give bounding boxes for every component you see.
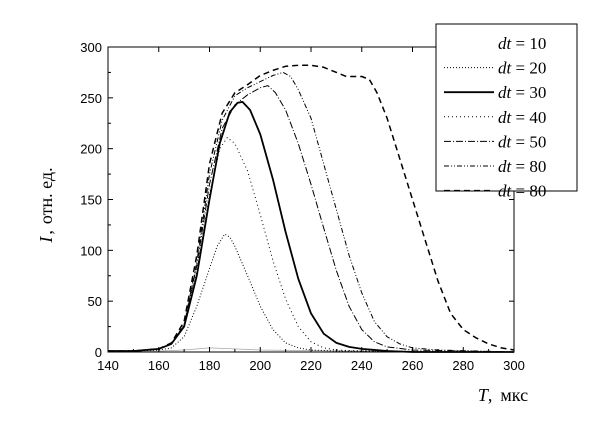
legend-label-3: dt = 30 [498,83,546,102]
legend-label-4: dt = 40 [498,108,546,127]
y-tick-label: 50 [88,294,102,309]
x-axis-symbol: T [478,385,490,405]
x-tick-labels: 140 160 180 200 220 240 260 280 300 [97,358,525,373]
series-line-3 [108,101,514,353]
y-axis-title: I,отн. ед. [36,167,56,243]
series-line-2 [108,233,515,353]
y-tick-label: 100 [80,243,102,258]
x-tick-label: 240 [351,358,373,373]
legend-label-6: dt = 80 [498,157,546,176]
x-axis-unit: мкс [500,385,528,405]
y-tick-label: 300 [80,40,102,55]
x-tick-label: 260 [402,358,424,373]
x-tick-label: 140 [97,358,119,373]
y-tick-label: 150 [80,193,102,208]
legend-box [435,23,578,192]
legend-label-5: dt = 50 [498,132,546,151]
series-line-7 [108,64,515,352]
legend: dt = 10 dt = 20 dt = 30 dt = 40 dt = 50 dt = … [435,23,578,201]
x-tick-label: 220 [300,358,322,373]
legend-label-1: dt = 10 [498,34,546,53]
y-tick-label: 200 [80,142,102,157]
y-tick-label: 250 [80,91,102,106]
series-lines [108,64,515,353]
legend-label-7: dt = 80 [498,182,546,201]
y-axis-symbol: I [36,236,56,244]
y-axis-unit: отн. ед. [36,167,56,224]
y-tick-label: 0 [95,345,102,360]
x-tick-label: 160 [148,358,170,373]
x-axis-title: T, мкс [478,385,528,405]
y-tick-labels: 0 50 100 150 200 250 300 [80,40,102,360]
x-tick-label: 200 [249,358,271,373]
x-tick-label: 280 [452,358,474,373]
legend-label-2: dt = 20 [498,59,546,78]
x-tick-label: 300 [503,358,525,373]
x-tick-label: 180 [199,358,221,373]
series-line-6 [108,71,515,353]
